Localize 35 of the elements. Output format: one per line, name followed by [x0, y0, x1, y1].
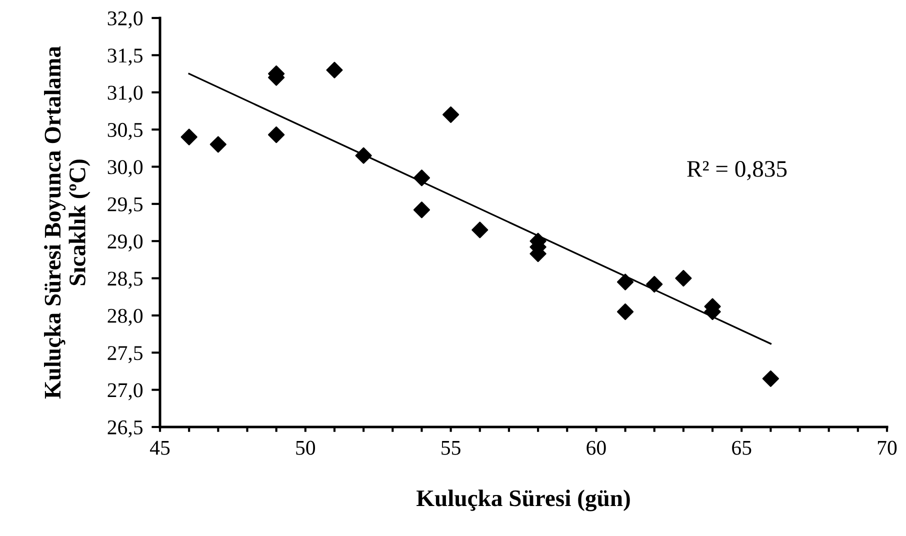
x-axis-title: Kuluçka Süresi (gün): [416, 490, 630, 512]
y-axis-title: Kuluçka Süresi Boyunca Ortalama Sıcaklık (ºC): [44, 46, 90, 399]
x-tick-label: 60: [586, 440, 606, 455]
point: [675, 270, 692, 287]
y-tick-label: 29,5: [108, 197, 143, 214]
y-tick-label: 28,5: [108, 272, 143, 289]
x-tick-label: 70: [878, 440, 897, 455]
y-tick-label: 32,0: [108, 11, 143, 28]
x-tick-label: 50: [296, 440, 316, 455]
point: [413, 170, 430, 186]
point: [355, 147, 372, 164]
point: [413, 202, 430, 218]
y-tick-label: 27,0: [108, 383, 143, 400]
point: [762, 370, 779, 387]
x-tick-label: 65: [732, 440, 752, 455]
point: [180, 128, 198, 146]
point: [646, 276, 663, 293]
point: [210, 136, 226, 153]
point: [472, 222, 488, 238]
y-tick-label: 31,5: [108, 48, 143, 66]
point: [616, 303, 634, 320]
y-tick-label: 28,0: [108, 308, 143, 326]
point: [616, 274, 634, 290]
y-tick-label: 26,5: [108, 420, 143, 438]
point: [326, 62, 343, 78]
y-tick-label: 27,5: [108, 346, 143, 364]
annotation: R² = 0,835: [687, 160, 787, 180]
point: [442, 106, 460, 123]
y-tick-label: 30,5: [108, 122, 143, 140]
y-tick-label: 30,0: [108, 160, 143, 178]
x-tick-label: 55: [442, 441, 460, 455]
x-tick-label: 45: [150, 440, 170, 455]
point: [268, 126, 285, 144]
y-tick-label: 31,0: [108, 86, 143, 103]
y-tick-label: 29,0: [108, 234, 143, 252]
